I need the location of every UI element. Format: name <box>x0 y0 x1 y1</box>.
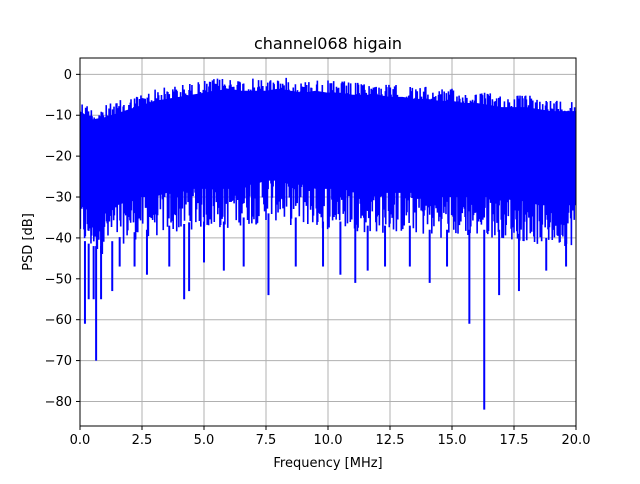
x-tick-label: 20.0 <box>562 433 591 448</box>
x-tick-label: 7.5 <box>256 433 277 448</box>
chart-title: channel068 higain <box>254 34 402 53</box>
y-tick-label: −30 <box>45 191 72 206</box>
x-tick-label: 10.0 <box>314 433 343 448</box>
y-tick-label: −70 <box>45 354 72 369</box>
y-axis-label: PSD [dB] <box>21 213 36 271</box>
x-tick-label: 17.5 <box>500 433 529 448</box>
x-tick-label: 0.0 <box>70 433 91 448</box>
y-tick-label: −10 <box>45 109 72 124</box>
psd-dense-band <box>80 88 576 214</box>
x-tick-label: 12.5 <box>376 433 405 448</box>
x-tick-label: 15.0 <box>438 433 467 448</box>
axis-ticks: 0.0 2.5 5.0 7.5 10.0 12.5 15.0 17.5 20.0 0 −10 −20 −… <box>45 68 591 448</box>
x-tick-label: 5.0 <box>194 433 215 448</box>
x-axis-label: Frequency [MHz] <box>273 456 382 471</box>
y-tick-label: 0 <box>64 68 72 83</box>
y-tick-label: −80 <box>45 395 72 410</box>
y-tick-label: −60 <box>45 313 72 328</box>
data-series <box>80 77 576 410</box>
y-tick-label: −20 <box>45 150 72 165</box>
y-tick-label: −50 <box>45 272 72 287</box>
psd-series-0 <box>80 77 576 410</box>
x-tick-label: 2.5 <box>132 433 153 448</box>
y-tick-label: −40 <box>45 231 72 246</box>
